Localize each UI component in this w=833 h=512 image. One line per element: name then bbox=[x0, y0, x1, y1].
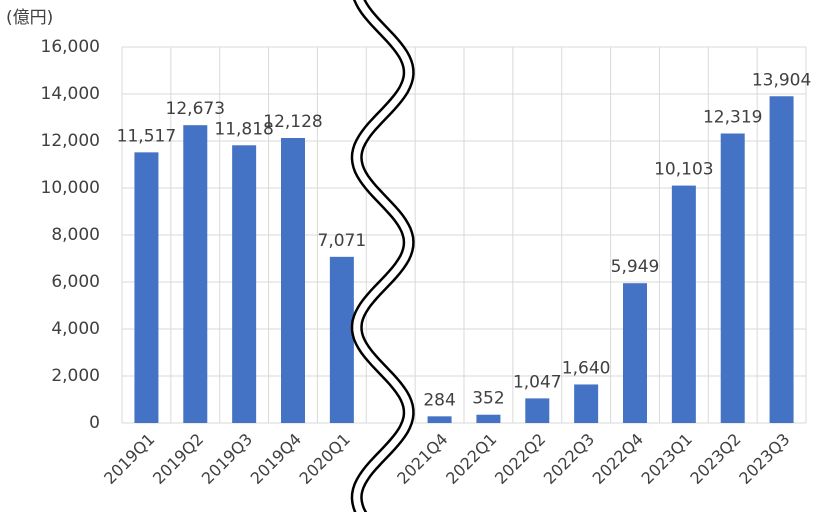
value-label: 7,071 bbox=[318, 231, 367, 251]
y-tick-label: 8,000 bbox=[51, 225, 100, 245]
bar bbox=[427, 416, 452, 423]
bar bbox=[134, 152, 159, 423]
y-tick-label: 14,000 bbox=[41, 84, 100, 104]
value-label: 1,640 bbox=[562, 358, 611, 378]
y-tick-label: 16,000 bbox=[41, 37, 100, 57]
bar bbox=[232, 145, 257, 424]
x-tick-label: 2022Q2 bbox=[491, 430, 549, 488]
x-tick-label: 2022Q4 bbox=[589, 430, 647, 488]
bar bbox=[769, 96, 794, 424]
bar bbox=[574, 384, 599, 423]
x-tick-label: 2023Q2 bbox=[686, 430, 744, 488]
value-label: 10,103 bbox=[654, 160, 713, 180]
x-tick-label: 2019Q3 bbox=[198, 430, 256, 488]
x-tick-label: 2019Q2 bbox=[149, 430, 207, 488]
y-tick-label: 4,000 bbox=[51, 319, 100, 339]
x-tick-label: 2019Q4 bbox=[247, 430, 305, 488]
bar bbox=[671, 185, 696, 423]
bar bbox=[281, 137, 305, 423]
value-label: 352 bbox=[472, 389, 504, 409]
x-tick-label: 2019Q1 bbox=[100, 430, 158, 488]
value-label: 1,047 bbox=[513, 372, 562, 392]
y-tick-label: 12,000 bbox=[41, 131, 100, 151]
value-label: 12,128 bbox=[263, 112, 322, 132]
y-axis-label: (億円) bbox=[6, 8, 53, 28]
value-label: 11,517 bbox=[117, 126, 176, 146]
y-tick-label: 6,000 bbox=[51, 272, 100, 292]
y-tick-label: 2,000 bbox=[51, 366, 100, 386]
x-tick-label: 2022Q1 bbox=[442, 430, 500, 488]
bar bbox=[329, 256, 354, 423]
x-tick-label: 2022Q3 bbox=[540, 430, 598, 488]
bar bbox=[720, 133, 745, 424]
x-tick-label: 2020Q1 bbox=[296, 430, 354, 488]
bar bbox=[476, 414, 501, 423]
value-label: 13,904 bbox=[752, 70, 811, 90]
value-label: 11,818 bbox=[214, 119, 273, 139]
value-label: 5,949 bbox=[611, 257, 660, 277]
bar bbox=[525, 398, 550, 423]
x-tick-label: 2023Q1 bbox=[638, 430, 696, 488]
value-label: 12,319 bbox=[703, 108, 762, 128]
x-tick-label: 2023Q3 bbox=[735, 430, 793, 488]
bar bbox=[623, 283, 647, 423]
value-label: 12,673 bbox=[166, 99, 225, 119]
value-label: 284 bbox=[423, 390, 455, 410]
axis-break-gap bbox=[353, 0, 413, 512]
y-tick-label: 0 bbox=[89, 413, 100, 433]
bar bbox=[183, 125, 208, 423]
y-tick-label: 10,000 bbox=[41, 178, 100, 198]
